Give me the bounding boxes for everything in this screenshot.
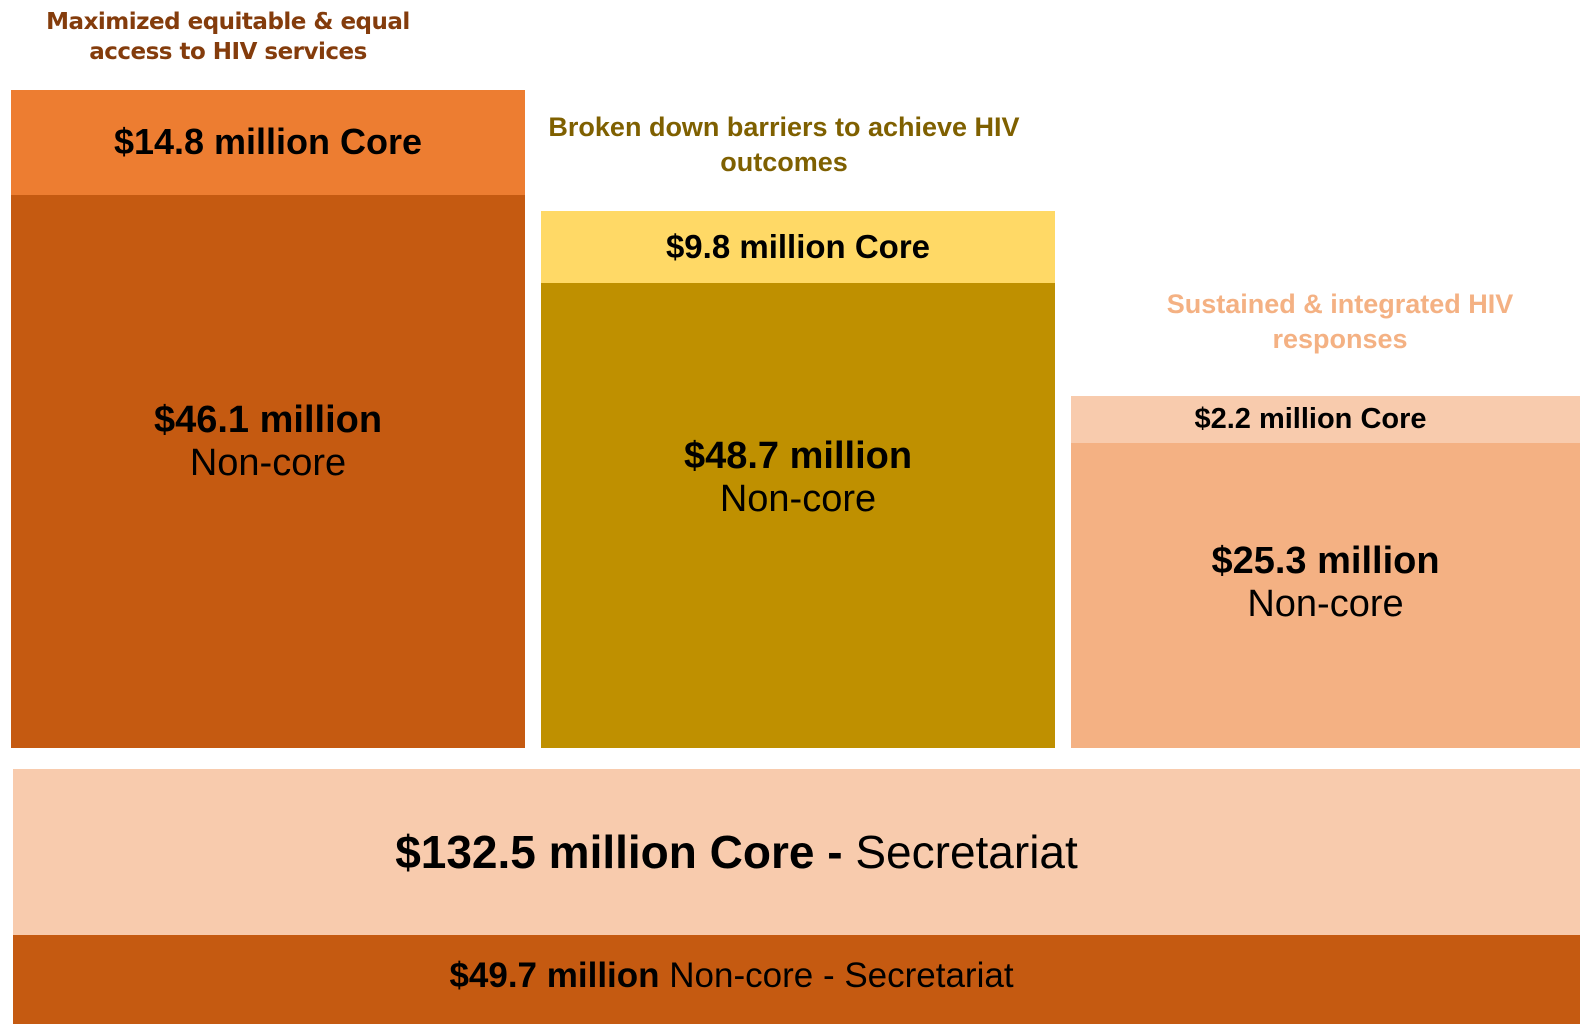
- core-amount: $132.5 million Core -: [395, 826, 843, 878]
- noncore-label: Non-core: [1247, 583, 1404, 625]
- core-box: $14.8 million Core: [11, 90, 525, 195]
- noncore-box: $25.3 million Non-core: [1071, 443, 1580, 748]
- core-box: $9.8 million Core: [541, 211, 1055, 283]
- column-title: Broken down barriers to achieve HIV outc…: [548, 111, 1020, 177]
- noncore-amount: $46.1 million: [153, 398, 383, 441]
- noncore-box: $46.1 million Non-core: [11, 195, 525, 748]
- noncore-label: Non-core: [189, 441, 347, 484]
- noncore-label: Non-core - Secretariat: [669, 955, 1014, 995]
- column-title: Maximized equitable & equal access to HI…: [46, 9, 410, 65]
- noncore-amount: $49.7 million: [449, 955, 660, 995]
- core-label: Secretariat: [855, 826, 1078, 878]
- noncore-box: $48.7 million Non-core: [541, 283, 1055, 748]
- column-title: Sustained & integrated HIV responses: [1166, 288, 1514, 354]
- noncore-amount: $25.3 million: [1211, 540, 1440, 582]
- secretariat-core: $132.5 million Core - Secretariat: [13, 769, 1580, 935]
- noncore-amount: $48.7 million: [683, 435, 913, 477]
- noncore-label: Non-core: [719, 478, 877, 520]
- secretariat-noncore: $49.7 million Non-core - Secretariat: [13, 935, 1580, 1024]
- core-box: $2.2 million Core: [1071, 396, 1580, 443]
